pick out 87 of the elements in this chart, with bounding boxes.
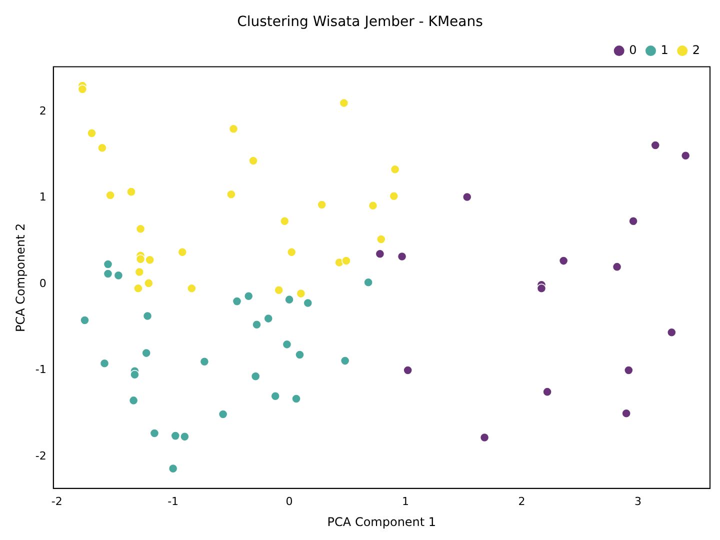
point	[397, 252, 407, 262]
x-tick-label: 0	[286, 494, 293, 508]
point	[144, 278, 154, 288]
legend-label: 2	[692, 42, 700, 57]
point	[106, 190, 116, 200]
point	[142, 348, 152, 358]
point	[170, 431, 180, 441]
point	[612, 262, 622, 272]
y-axis-title: PCA Component 2	[13, 223, 28, 332]
point	[650, 140, 660, 150]
x-tick-label: -2	[51, 494, 62, 508]
point	[292, 394, 301, 404]
point	[340, 356, 350, 366]
point	[180, 432, 190, 442]
point	[462, 192, 472, 202]
y-tick-label: -2	[35, 449, 46, 462]
point	[136, 224, 146, 234]
point	[80, 316, 90, 325]
point	[376, 234, 386, 244]
y-tick-label: 1	[39, 190, 46, 204]
point	[286, 247, 296, 257]
point	[280, 216, 290, 226]
point	[252, 320, 262, 330]
point	[178, 247, 188, 257]
point	[542, 387, 552, 397]
point	[342, 256, 351, 266]
point	[536, 284, 546, 294]
x-axis-title: PCA Component 1	[327, 514, 436, 529]
point	[200, 356, 210, 366]
point	[628, 216, 638, 226]
point	[145, 255, 155, 265]
point	[622, 408, 632, 418]
point	[558, 256, 568, 266]
point	[97, 143, 107, 153]
point	[364, 278, 374, 288]
point	[114, 270, 124, 280]
point	[390, 164, 400, 174]
point	[270, 391, 280, 401]
x-tick-label: 1	[402, 494, 410, 508]
x-tick-label: 3	[634, 494, 642, 508]
point	[126, 187, 136, 197]
point	[78, 84, 88, 94]
point	[295, 350, 304, 360]
legend-label: 1	[660, 42, 668, 57]
point	[128, 396, 138, 406]
x-tick-label: -1	[168, 494, 179, 508]
point	[136, 254, 146, 264]
point	[389, 191, 399, 201]
point	[134, 284, 143, 294]
point	[186, 284, 196, 294]
point	[250, 372, 260, 382]
point	[248, 156, 258, 166]
y-tick-label: 0	[39, 276, 46, 290]
legend-label: 0	[629, 42, 637, 57]
point	[303, 298, 313, 308]
point	[168, 464, 178, 474]
point	[284, 294, 294, 304]
point	[368, 200, 378, 210]
point	[317, 200, 327, 210]
point	[680, 150, 690, 160]
point	[375, 249, 385, 259]
point	[282, 340, 292, 350]
point	[264, 314, 274, 324]
point	[218, 410, 228, 419]
point	[100, 358, 110, 368]
point	[232, 296, 242, 306]
point	[87, 128, 96, 138]
x-tick-label: 2	[518, 494, 526, 508]
point	[103, 269, 113, 278]
point	[274, 285, 284, 295]
point	[142, 311, 152, 321]
point	[228, 124, 238, 134]
point	[403, 366, 413, 375]
point	[339, 98, 349, 108]
point	[624, 366, 634, 375]
point	[480, 432, 490, 442]
point	[150, 428, 160, 438]
point	[296, 288, 306, 298]
y-tick-label: 2	[39, 104, 46, 118]
point	[244, 291, 254, 301]
point	[134, 267, 144, 277]
point	[130, 370, 140, 380]
chart-title: Clustering Wisata Jember - KMeans	[237, 14, 483, 30]
y-tick-label: -1	[35, 363, 46, 376]
point	[226, 190, 236, 200]
point	[666, 328, 676, 338]
point	[103, 260, 113, 269]
